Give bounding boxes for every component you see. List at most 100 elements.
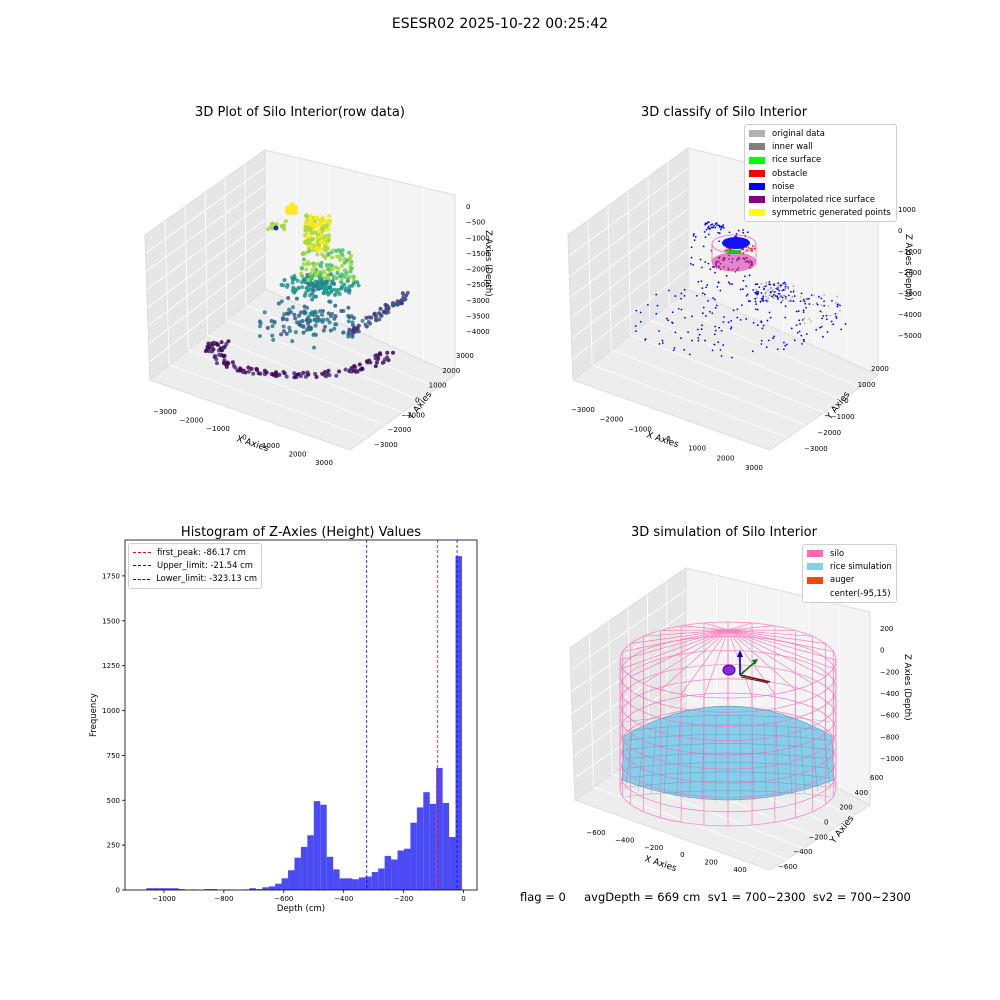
scatter-point xyxy=(792,285,795,287)
scatter-point xyxy=(767,339,770,342)
histogram-frame xyxy=(124,539,478,891)
scatter-point xyxy=(756,283,759,286)
scatter-point xyxy=(776,288,779,291)
panel2-cylinder xyxy=(711,234,757,272)
scatter-point xyxy=(804,302,807,305)
scatter-point xyxy=(356,323,361,328)
scatter-point xyxy=(756,308,759,311)
legend-entry: original data xyxy=(749,127,892,140)
panel4-legend: silo rice simulation auger center(-95,15) xyxy=(802,544,897,603)
scatter-point xyxy=(378,313,383,318)
scatter-point xyxy=(298,319,303,324)
scatter-point xyxy=(251,371,256,376)
scatter-point xyxy=(348,262,353,267)
scatter-point xyxy=(230,360,235,365)
scatter-point xyxy=(280,317,285,322)
scatter-point xyxy=(378,306,383,311)
scatter-point xyxy=(747,300,750,302)
legend-entry: inner wall xyxy=(749,140,892,153)
scatter-point xyxy=(344,258,349,263)
scatter-point xyxy=(336,248,341,253)
scatter-point xyxy=(257,324,262,329)
panel3-title: Histogram of Z-Axies (Height) Values xyxy=(181,525,421,540)
scatter-point xyxy=(293,330,298,335)
legend-label: original data xyxy=(772,128,825,138)
scatter-point xyxy=(777,282,780,285)
scatter-point xyxy=(706,221,709,224)
scatter-point xyxy=(372,312,377,317)
histogram-bar xyxy=(204,889,211,890)
tick-label: −2000 xyxy=(898,269,922,277)
scatter-point xyxy=(346,305,351,310)
histogram-bar xyxy=(378,868,385,890)
silo-wireframe-front xyxy=(619,659,837,827)
scatter-point xyxy=(783,341,785,344)
scatter-point xyxy=(288,310,293,315)
scatter-point xyxy=(347,287,352,292)
scatter-point xyxy=(803,317,806,320)
panel2-y-ticks: −3000 −2000 −1000 0 1000 2000 xyxy=(804,365,889,453)
scatter-point xyxy=(702,306,705,309)
scatter-point xyxy=(802,309,805,312)
scatter-point xyxy=(272,373,277,378)
scatter-point xyxy=(771,290,774,293)
scatter-point xyxy=(795,310,798,313)
scatter-point xyxy=(307,261,312,266)
scatter-point xyxy=(276,301,281,306)
scatter-point xyxy=(680,297,682,300)
scatter-point xyxy=(305,272,310,277)
scatter-point xyxy=(326,311,331,316)
scatter-point xyxy=(810,294,813,296)
scatter-point xyxy=(301,262,306,267)
scatter-point xyxy=(221,361,226,366)
scatter-point xyxy=(310,291,315,296)
scatter-point xyxy=(765,291,767,294)
scatter-point xyxy=(274,222,279,227)
scatter-point xyxy=(326,291,331,296)
histogram-bar xyxy=(249,888,256,890)
panel3-xlabel: Depth (cm) xyxy=(277,904,325,914)
tick-label: −3000 xyxy=(898,290,922,298)
histogram-bar xyxy=(429,803,437,890)
tick-label: −3000 xyxy=(571,406,595,414)
scatter-point xyxy=(335,254,340,259)
panel2-legend: original data inner wall rice surface obsta… xyxy=(744,124,897,223)
scatter-point xyxy=(314,215,320,221)
tick-label: −1000 xyxy=(206,425,230,433)
scatter-point xyxy=(279,299,284,304)
scatter-point xyxy=(820,297,823,300)
scatter-point xyxy=(805,333,808,335)
histogram-bar xyxy=(455,556,462,890)
scatter-point xyxy=(765,346,768,349)
scatter-point xyxy=(346,276,351,281)
scatter-point xyxy=(784,289,786,292)
panel-classified: 3D classify of Silo Interior −3000−2000−… xyxy=(567,105,922,472)
scatter-point xyxy=(822,335,824,338)
scatter-point xyxy=(707,225,710,228)
scatter-point xyxy=(671,311,674,314)
legend-entry: obstacle xyxy=(749,167,892,180)
scatter-point xyxy=(332,326,337,331)
scatter-point xyxy=(313,323,318,328)
scatter-point xyxy=(264,370,269,375)
scatter-point xyxy=(680,337,682,340)
scatter-point xyxy=(813,294,815,297)
scatter-point xyxy=(212,340,217,345)
legend-swatch xyxy=(807,576,823,584)
panel1-y-ticks: −3000 −2000 −1000 0 1000 2000 3000 xyxy=(374,352,474,449)
scatter-point xyxy=(714,329,717,332)
scatter-point xyxy=(306,246,312,252)
scatter-point xyxy=(773,284,775,286)
tick-label: −400 xyxy=(880,690,899,698)
scatter-point xyxy=(351,277,356,282)
scatter-point xyxy=(756,296,758,299)
scatter-point xyxy=(292,375,297,380)
scatter-point xyxy=(321,254,326,259)
scatter-point xyxy=(661,339,664,342)
scatter-point xyxy=(703,293,706,296)
scatter-point xyxy=(225,360,230,365)
scatter-point xyxy=(307,240,312,246)
scatter-point xyxy=(699,258,702,261)
scatter-point xyxy=(224,341,229,346)
tick-label: −400 xyxy=(793,848,812,856)
